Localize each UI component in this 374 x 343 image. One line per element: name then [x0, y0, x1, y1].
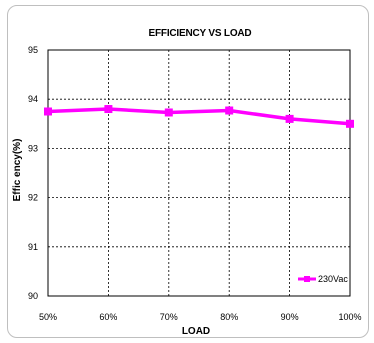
- x-tick-label: 90%: [281, 312, 299, 322]
- data-point: [164, 108, 173, 117]
- y-tick-label: 91: [28, 242, 38, 252]
- x-tick-labels: 50% 60% 70% 80% 90% 100%: [39, 312, 362, 322]
- series-group: [44, 105, 354, 128]
- chart-frame: [7, 5, 369, 338]
- gridlines: [48, 50, 350, 296]
- data-point: [225, 106, 234, 115]
- data-point: [346, 119, 354, 128]
- x-tick-label: 60%: [99, 312, 117, 322]
- legend: 230Vac: [293, 269, 349, 289]
- x-tick-label: 70%: [160, 312, 178, 322]
- y-tick-labels: 90 91 92 93 94 95: [28, 45, 38, 301]
- plot-area: [47, 49, 351, 297]
- x-axis-title: LOAD: [182, 326, 210, 337]
- y-tick-label: 90: [28, 291, 38, 301]
- y-tick-label: 95: [28, 45, 38, 55]
- y-tick-label: 92: [28, 193, 38, 203]
- chart-title: EFFICIENCY VS LOAD: [149, 28, 252, 39]
- y-tick-label: 94: [28, 94, 38, 104]
- plot-border: [47, 49, 351, 297]
- x-tick-label: 50%: [39, 312, 57, 322]
- x-tick-label: 80%: [220, 312, 238, 322]
- series-line-230vac: [47, 107, 351, 126]
- y-axis-title: Effic ency(%): [12, 139, 23, 202]
- y-tick-label: 93: [28, 143, 38, 153]
- legend-label-230vac: 230Vac: [318, 274, 348, 284]
- data-point: [104, 105, 113, 114]
- x-tick-label: 100%: [338, 312, 361, 322]
- legend-box: [293, 269, 349, 289]
- legend-marker-swatch: [304, 276, 310, 282]
- data-point: [44, 107, 52, 116]
- data-point: [285, 114, 294, 123]
